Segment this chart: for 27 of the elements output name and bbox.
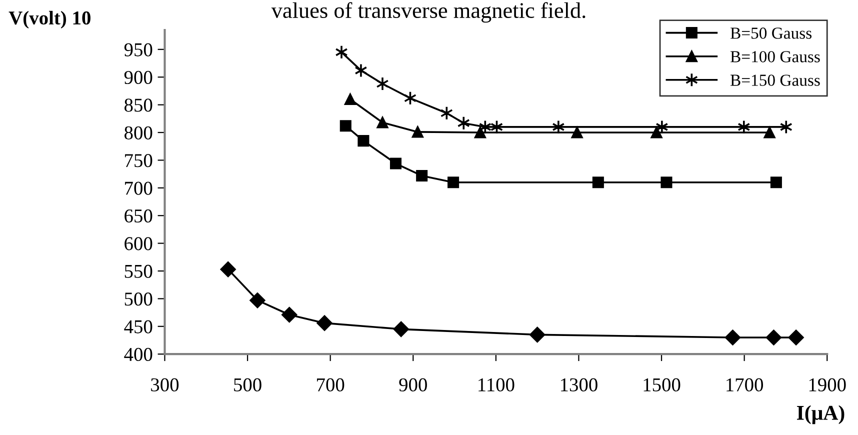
y-tick-label: 550 <box>124 264 152 278</box>
legend-label: B=50 Gauss <box>730 28 812 39</box>
x-tick-label: 1500 <box>644 378 680 392</box>
y-tick-label: 500 <box>124 292 152 306</box>
x-tick-label: 900 <box>399 378 427 392</box>
x-tick-label: 1900 <box>809 378 846 392</box>
x-axis-title: I(μA) <box>796 405 844 424</box>
y-tick-label: 800 <box>124 126 152 140</box>
legend-label: B=150 Gauss <box>730 74 820 86</box>
y-tick-label: 750 <box>125 154 152 168</box>
y-axis-title: V(volt) 10 <box>8 10 90 29</box>
x-tick-label: 1700 <box>726 378 764 392</box>
y-tick-label: 600 <box>124 237 152 250</box>
y-tick-label: 400 <box>124 348 152 362</box>
y-tick-label: 450 <box>124 320 152 334</box>
x-tick-label: 300 <box>151 378 179 392</box>
x-tick-label: 700 <box>317 378 344 392</box>
x-tick-label: 1300 <box>560 378 598 392</box>
x-tick-label: 1100 <box>478 378 514 392</box>
x-tick-label: 500 <box>234 378 262 392</box>
y-tick-label: 950 <box>124 43 152 56</box>
chart-title: values of transverse magnetic field. <box>271 2 586 23</box>
legend-label: B=100 Gauss <box>730 51 820 62</box>
y-tick-label: 650 <box>124 209 152 223</box>
y-tick-label: 700 <box>125 182 152 195</box>
y-tick-label: 900 <box>124 70 152 84</box>
y-tick-label: 850 <box>124 98 152 112</box>
